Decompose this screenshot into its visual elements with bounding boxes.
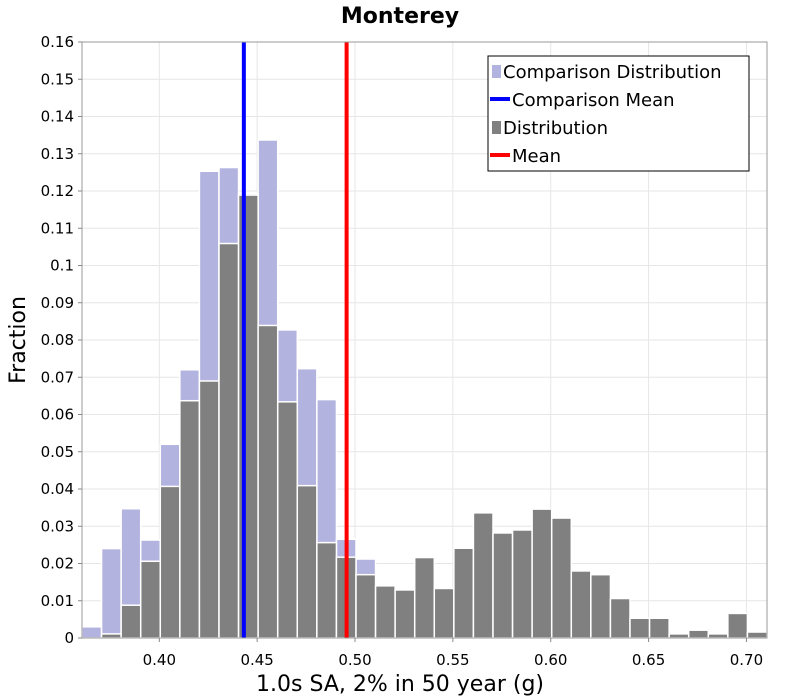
y-tick-label: 0.14 (41, 108, 74, 126)
bar-distribution (198, 380, 220, 639)
legend-label: Distribution (503, 118, 608, 139)
x-tick-label: 0.60 (534, 651, 567, 669)
y-tick-label: 0.03 (41, 517, 74, 535)
bar-distribution (687, 629, 710, 639)
y-tick-label: 0.09 (41, 294, 74, 312)
bar-distribution (590, 573, 612, 639)
legend-label: Comparison Distribution (503, 62, 722, 83)
bar-distribution (276, 401, 299, 639)
y-tick-label: 0.1 (50, 257, 74, 275)
y-tick-label: 0.13 (41, 145, 74, 163)
y-tick-label: 0.11 (41, 219, 74, 237)
bar-distribution (433, 587, 455, 639)
legend-label: Comparison Mean (512, 90, 675, 111)
bar-distribution (120, 604, 142, 639)
bar-distribution (374, 585, 396, 639)
y-tick-label: 0.08 (41, 331, 74, 349)
legend-box (487, 55, 750, 172)
x-axis-label: 1.0s SA, 2% in 50 year (g) (256, 672, 544, 697)
chart-title: Monterey (341, 4, 459, 29)
bar-distribution (296, 484, 318, 639)
y-tick-label: 0.01 (41, 592, 74, 610)
y-tick-label: 0.15 (41, 70, 74, 88)
y-tick-label: 0.05 (41, 443, 74, 461)
bar-distribution (100, 633, 122, 639)
bar-distribution (413, 556, 436, 639)
bar-comparison (100, 547, 122, 639)
y-axis-label: Fraction (6, 296, 31, 384)
y-tick-label: 0.06 (41, 406, 74, 424)
bar-distribution (453, 547, 475, 639)
bar-distribution (355, 573, 377, 639)
x-tick-label: 0.65 (632, 651, 665, 669)
legend-swatch (492, 65, 501, 78)
y-tick-label: 0.16 (41, 33, 74, 51)
bar-distribution (159, 485, 181, 639)
bar-distribution (668, 633, 690, 639)
y-tick-label: 0.04 (41, 480, 74, 498)
legend-label: Mean (512, 146, 561, 167)
y-tick-label: 0.12 (41, 182, 74, 200)
x-tick-label: 0.70 (730, 651, 763, 669)
bar-distribution (492, 532, 514, 639)
bar-distribution (707, 633, 729, 639)
bar-comparison (81, 626, 103, 639)
bar-distribution (629, 617, 651, 639)
y-tick-label: 0 (64, 629, 74, 647)
bar-distribution (727, 612, 749, 639)
bar-distribution (139, 560, 162, 639)
y-axis-ticks: 0 0.01 0.02 0.03 0.04 0.05 0.06 0.07 0.08 0.09 0.1… (41, 33, 82, 647)
legend: Comparison Distribution Comparison Mean Di… (487, 55, 750, 172)
x-tick-label: 0.40 (143, 651, 176, 669)
bar-distribution (394, 589, 416, 639)
y-tick-label: 0.07 (41, 368, 74, 386)
x-tick-label: 0.45 (240, 651, 273, 669)
bar-distribution (218, 242, 240, 639)
bar-distribution (648, 617, 670, 639)
bar-distribution (609, 597, 631, 639)
bar-distribution (746, 631, 768, 639)
bar-distribution (472, 512, 494, 639)
bar-distribution (531, 508, 553, 639)
bar-distribution (237, 194, 259, 639)
x-tick-label: 0.55 (436, 651, 469, 669)
bar-distribution (179, 399, 201, 639)
bar-distribution (570, 570, 592, 639)
bar-distribution (511, 529, 533, 639)
legend-swatch (492, 121, 501, 134)
bar-distribution (550, 517, 573, 639)
bar-distribution (257, 324, 279, 639)
y-tick-label: 0.02 (41, 555, 74, 573)
x-axis-ticks: 0.40 0.45 0.50 0.55 0.60 0.65 0.70 (143, 638, 763, 669)
x-tick-label: 0.50 (338, 651, 371, 669)
bar-distribution (316, 541, 338, 639)
mean-lines (241, 42, 349, 638)
